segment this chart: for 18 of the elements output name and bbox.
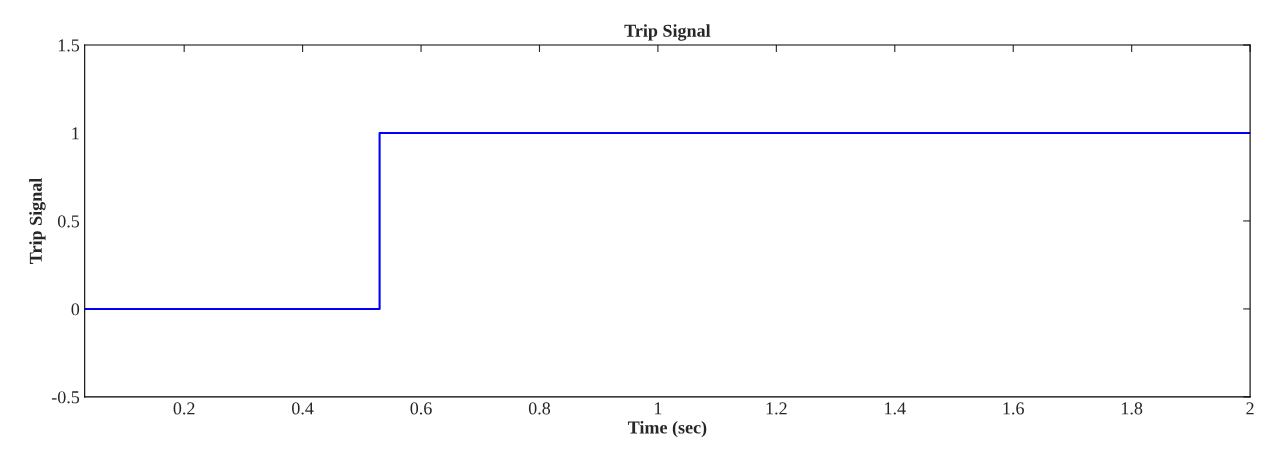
chart-title: Trip Signal <box>624 24 711 41</box>
y-tick-label: 0.5 <box>57 215 80 228</box>
y-tick-label: -0.5 <box>51 391 80 404</box>
x-tick-label: 0.2 <box>173 402 195 415</box>
x-tick-label: 0.6 <box>410 402 432 415</box>
y-tick-label: 1.5 <box>58 39 80 52</box>
y-tick-label: 0 <box>71 303 80 316</box>
x-axis-title: Time (sec) <box>627 420 707 438</box>
x-tick-label: 0.8 <box>528 402 551 415</box>
y-axis-title: Trip Signal <box>29 178 46 264</box>
x-tick-label: 1.8 <box>1121 402 1143 415</box>
x-tick-label: 1.6 <box>1003 402 1024 415</box>
x-tick-label: 0.4 <box>292 402 314 415</box>
x-tick-label: 1.2 <box>766 402 787 415</box>
x-tick-label: 1.4 <box>885 402 906 415</box>
x-tick-label: 1 <box>654 402 662 415</box>
y-tick-label: 1 <box>72 127 79 140</box>
x-tick-label: 2 <box>1246 402 1254 415</box>
